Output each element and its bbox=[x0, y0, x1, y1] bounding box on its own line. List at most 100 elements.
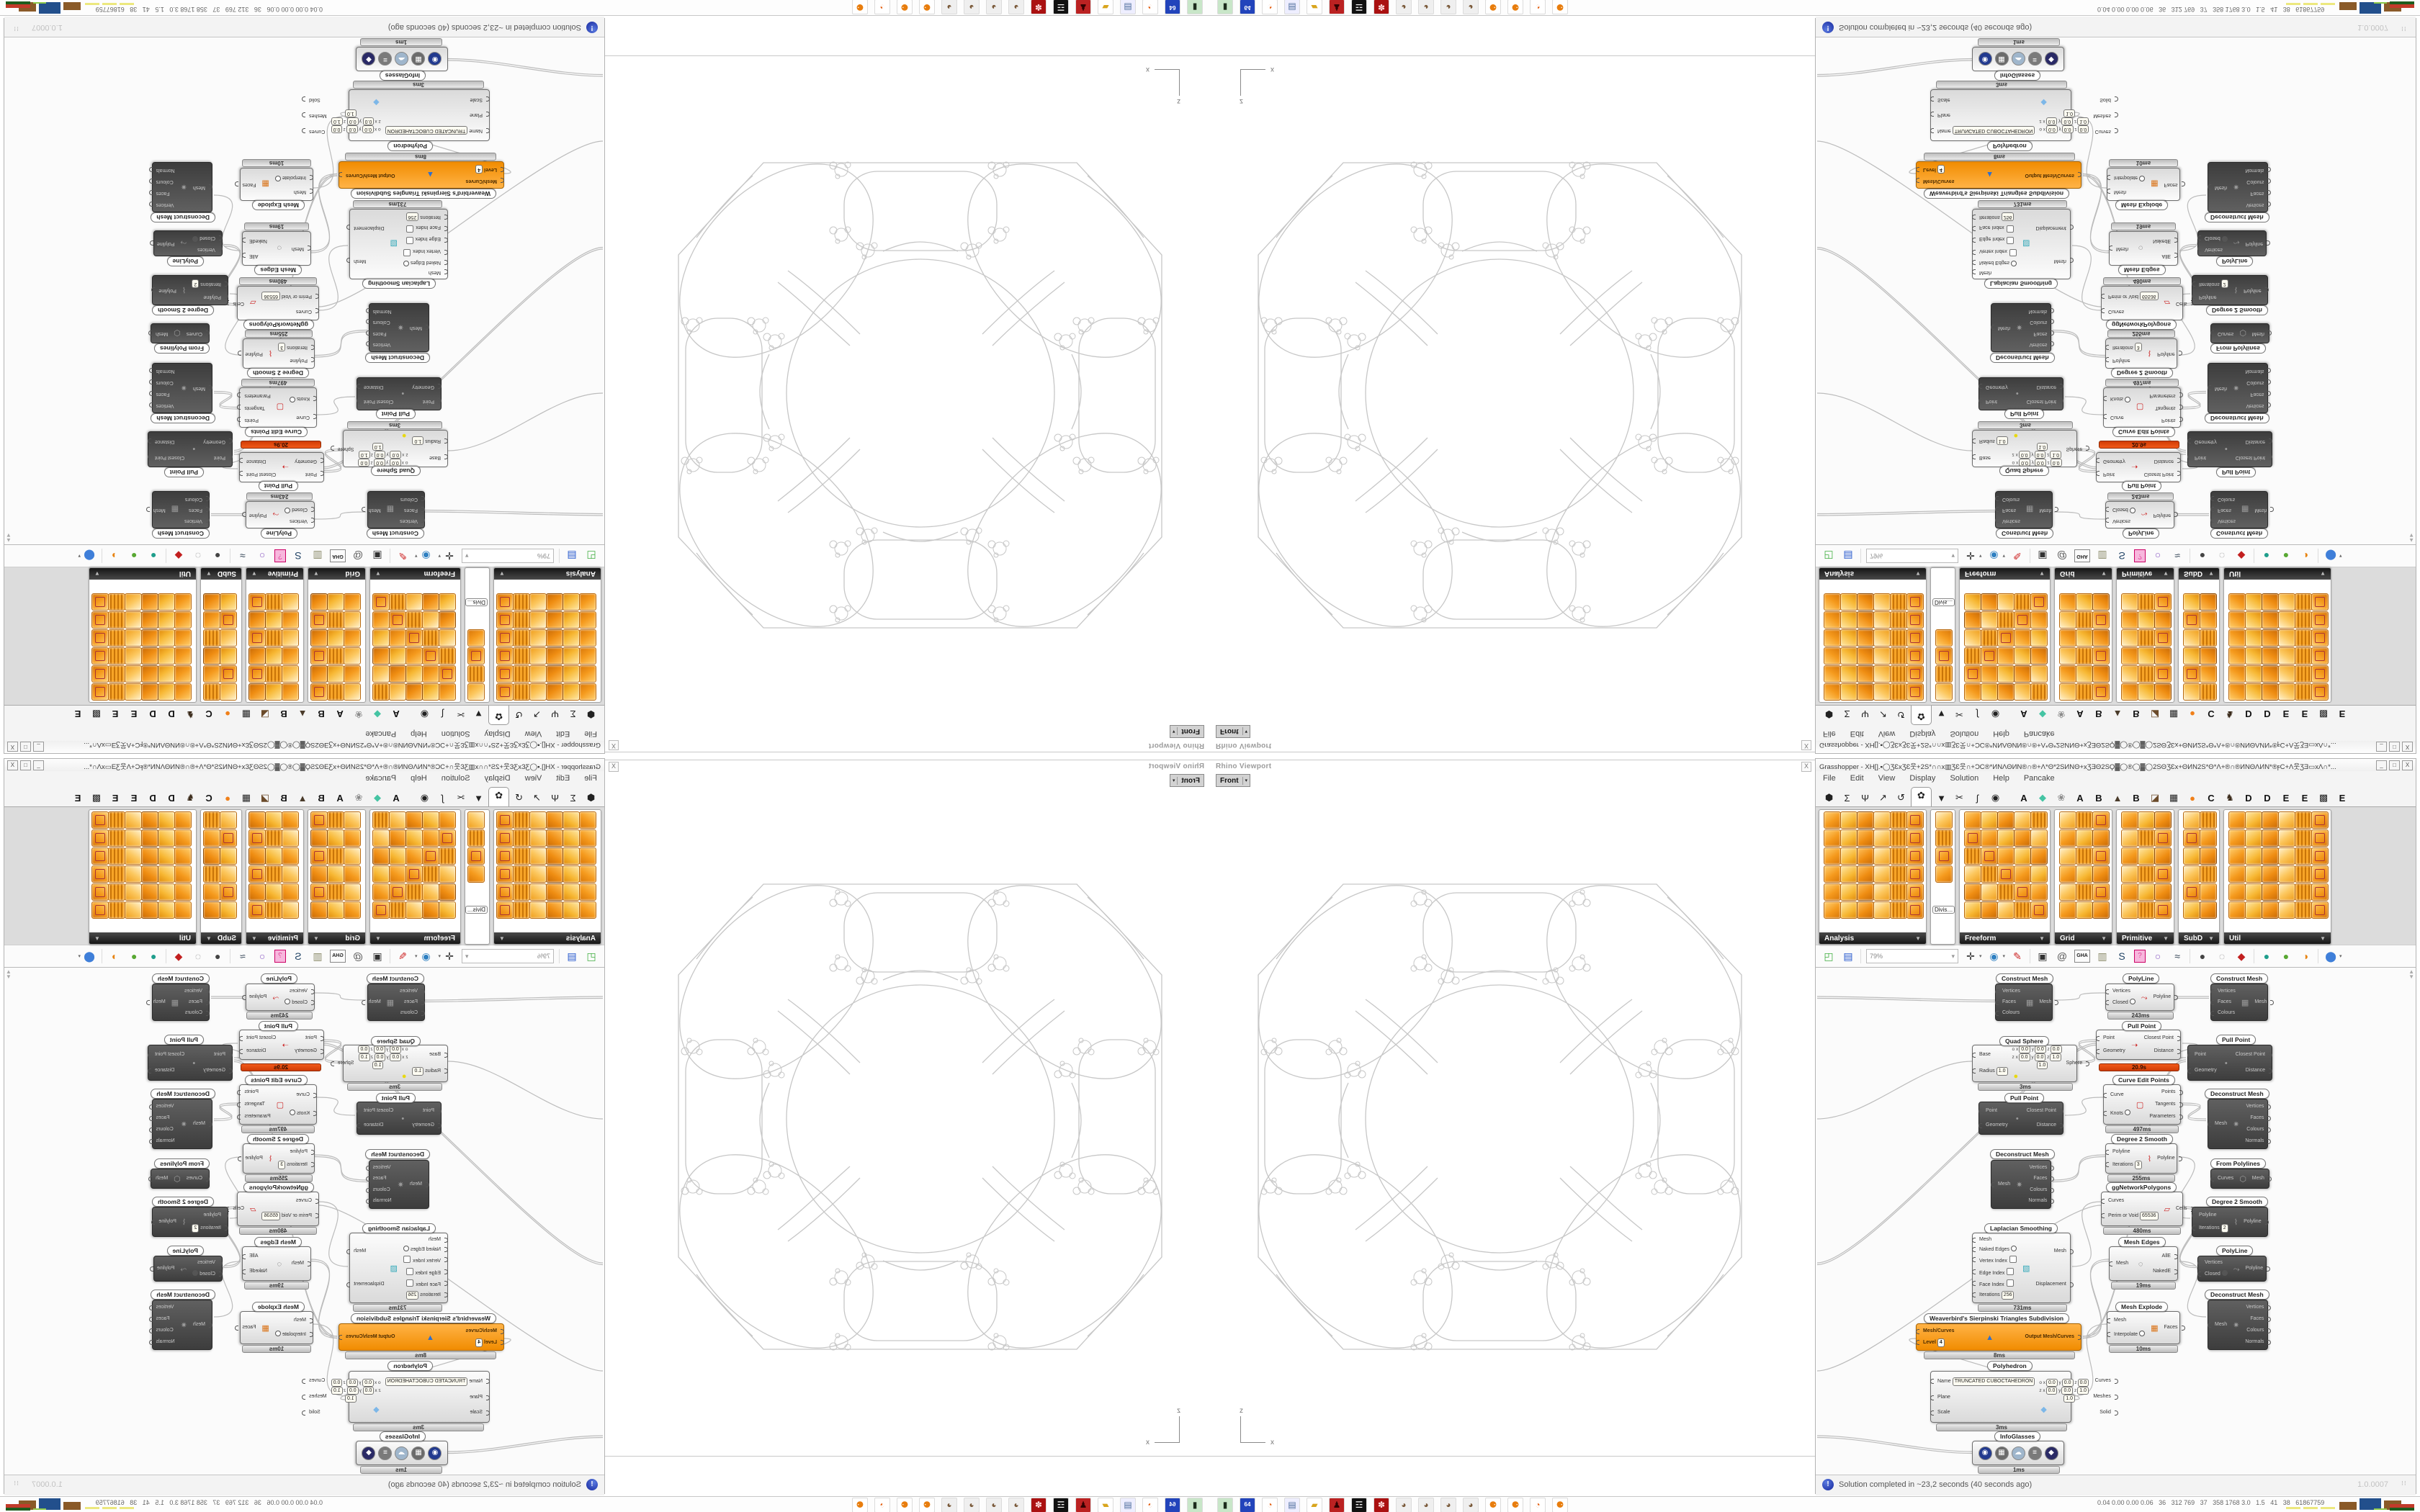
component-icon[interactable] bbox=[389, 683, 407, 701]
window-buttons[interactable]: _ □ X bbox=[7, 760, 44, 770]
component-icon[interactable] bbox=[2244, 901, 2262, 919]
component-icon[interactable] bbox=[2294, 847, 2312, 865]
component-icon[interactable] bbox=[1839, 647, 1857, 665]
input-port[interactable]: Scale bbox=[1930, 1409, 2039, 1416]
palette-label[interactable]: Grid ▼ bbox=[2055, 932, 2112, 944]
component-icon[interactable] bbox=[2311, 847, 2329, 865]
infoglasses-icon[interactable]: ▦ bbox=[411, 52, 426, 66]
component-icon[interactable] bbox=[125, 829, 143, 847]
component-icon[interactable] bbox=[203, 829, 221, 847]
component-icon[interactable] bbox=[513, 883, 531, 901]
chevron-down-icon[interactable]: ▾ bbox=[1172, 729, 1175, 734]
plugin-tab[interactable]: ● bbox=[2190, 793, 2195, 804]
component-icon[interactable] bbox=[2120, 611, 2138, 629]
component-icon[interactable] bbox=[2277, 611, 2295, 629]
component-icon[interactable] bbox=[2058, 865, 2076, 883]
output-port[interactable]: NakedE bbox=[2148, 238, 2175, 245]
component-icon[interactable] bbox=[2137, 811, 2155, 829]
menu-help[interactable]: Help bbox=[411, 774, 427, 783]
component-icon[interactable] bbox=[1873, 665, 1891, 683]
component-icon[interactable] bbox=[141, 629, 159, 647]
plugin-tab[interactable]: ▦ bbox=[241, 709, 251, 720]
component-icon[interactable] bbox=[529, 665, 547, 683]
output-port[interactable]: Points bbox=[2157, 1089, 2184, 1096]
input-port[interactable]: Mesh/Curves bbox=[461, 178, 501, 185]
component-icon[interactable] bbox=[2075, 611, 2093, 629]
grasshopper-canvas[interactable]: ▲ ▼ Construct Mesh Vertices Faces Colours ▦ Me… bbox=[4, 968, 604, 1475]
component-icon[interactable] bbox=[439, 901, 457, 919]
component-icon[interactable] bbox=[2154, 593, 2172, 611]
help-box-icon[interactable]: ? bbox=[2134, 950, 2146, 963]
input-port[interactable]: Vertices bbox=[2213, 517, 2240, 524]
grasshopper-titlebar[interactable]: Grasshopper - XH[].▪◯ƷƐxƷƐ웃+2S*∩∩x▥ƷƐ웃∩+… bbox=[1816, 741, 2416, 753]
component-icon[interactable] bbox=[203, 611, 221, 629]
gem-red-icon[interactable]: ◆ bbox=[2237, 950, 2246, 962]
graph-node[interactable]: Mesh Interpolate ▦ Faces bbox=[2106, 1311, 2185, 1344]
category-tab-icon[interactable]: ↗ bbox=[1879, 792, 1887, 803]
preview-eye-icon[interactable]: ◉ bbox=[421, 550, 431, 562]
component-icon[interactable] bbox=[2137, 593, 2155, 611]
chevron-down-icon[interactable]: ▾ bbox=[465, 552, 469, 560]
component-icon[interactable] bbox=[174, 593, 192, 611]
menu-solution[interactable]: Solution bbox=[1950, 729, 1979, 738]
component-icon[interactable] bbox=[265, 883, 283, 901]
palette-label[interactable]: SubD ▼ bbox=[201, 568, 241, 580]
menu-solution[interactable]: Solution bbox=[441, 774, 470, 783]
component-icon[interactable] bbox=[1873, 829, 1891, 847]
input-port[interactable]: Colours bbox=[180, 495, 207, 503]
gimp-palette-app-icon[interactable]: ◕ bbox=[986, 0, 1002, 14]
component-icon[interactable] bbox=[422, 665, 440, 683]
component-icon[interactable] bbox=[344, 847, 362, 865]
plugin-tab[interactable]: ♞ bbox=[186, 792, 194, 803]
half-ball-icon[interactable]: ◑ bbox=[111, 550, 118, 562]
component-icon[interactable] bbox=[174, 883, 192, 901]
component-icon[interactable] bbox=[1873, 629, 1891, 647]
component-icon[interactable] bbox=[203, 847, 221, 865]
chevron-down-icon[interactable]: ▼ bbox=[1915, 570, 1921, 577]
open-file-icon[interactable]: ◰ bbox=[586, 950, 596, 962]
input-port[interactable]: Polyline bbox=[2105, 1148, 2146, 1156]
canvas-scroll-widget[interactable]: ▲ ▼ bbox=[2408, 968, 2414, 980]
component-icon[interactable] bbox=[1823, 865, 1841, 883]
input-port[interactable]: Mesh bbox=[287, 1260, 308, 1267]
component-icon[interactable] bbox=[248, 683, 266, 701]
component-icon[interactable] bbox=[1889, 629, 1907, 647]
component-icon[interactable] bbox=[327, 847, 345, 865]
component-icon[interactable] bbox=[1963, 611, 1981, 629]
balloon-icon[interactable]: ○ bbox=[259, 550, 266, 562]
component-icon[interactable] bbox=[579, 811, 597, 829]
menu-view[interactable]: View bbox=[524, 774, 542, 783]
viewport-canvas[interactable] bbox=[1224, 854, 1773, 1388]
component-icon[interactable] bbox=[405, 629, 424, 647]
gimp-palette-app-icon[interactable]: ◕ bbox=[964, 1498, 980, 1512]
component-icon[interactable] bbox=[125, 683, 143, 701]
component-icon[interactable] bbox=[2244, 811, 2262, 829]
plugin-tab[interactable]: ◆ bbox=[374, 792, 381, 803]
component-icon[interactable] bbox=[2182, 647, 2200, 665]
component-icon[interactable] bbox=[1906, 647, 1924, 665]
output-port[interactable]: Closest Point bbox=[2231, 454, 2269, 461]
component-icon[interactable] bbox=[2261, 593, 2279, 611]
calculator-app-icon[interactable]: ▤ bbox=[1120, 1498, 1136, 1512]
grasshopper-canvas[interactable]: ▲ ▼ Construct Mesh Vertices Faces Colours ▦ Me… bbox=[1816, 968, 2416, 1475]
viewport-view-label[interactable]: Front bbox=[1177, 727, 1204, 736]
infoglasses-icon[interactable]: ▦ bbox=[1994, 1446, 2009, 1460]
input-port[interactable]: Vertices bbox=[2108, 517, 2140, 524]
input-port[interactable]: Vertices bbox=[280, 988, 312, 995]
input-port[interactable]: Geometry bbox=[290, 1048, 321, 1055]
plugin-tab[interactable]: A bbox=[2020, 708, 2027, 719]
component-icon[interactable] bbox=[282, 829, 300, 847]
component-icon[interactable] bbox=[496, 629, 514, 647]
component-icon[interactable] bbox=[439, 829, 457, 847]
input-port[interactable]: Interpolate bbox=[2110, 174, 2149, 181]
input-port[interactable]: Iterations2 bbox=[187, 1223, 225, 1233]
component-icon[interactable] bbox=[2137, 847, 2155, 865]
component-icon[interactable] bbox=[389, 865, 407, 883]
component-icon[interactable] bbox=[422, 647, 440, 665]
graph-node[interactable]: Vertices Faces Colours ▦ Mesh bbox=[2210, 984, 2275, 1021]
viewport-canvas[interactable] bbox=[1224, 124, 1773, 658]
